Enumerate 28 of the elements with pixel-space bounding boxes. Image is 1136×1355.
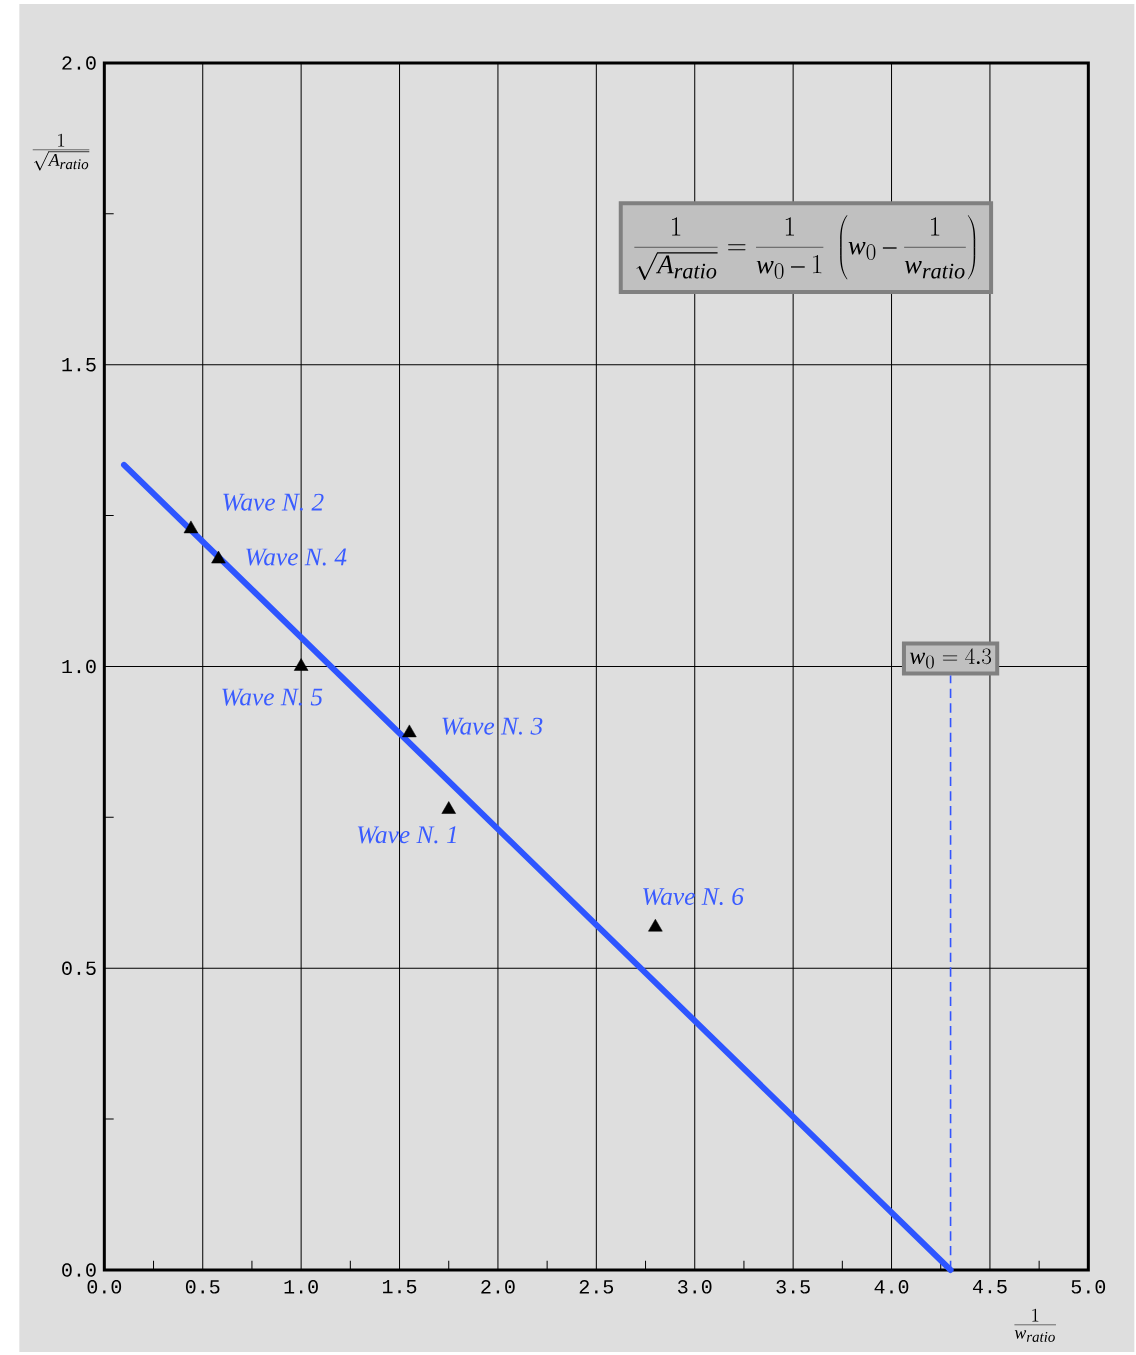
x-tick-label: 4.5 <box>972 1280 1007 1294</box>
annotation: Wave N. 4 <box>246 548 347 566</box>
x-tick-label: 2.5 <box>579 1280 613 1294</box>
point <box>402 724 417 738</box>
x-tick-label: 2.0 <box>481 1280 515 1294</box>
y-tick-label: 1.0 <box>62 659 96 674</box>
x-tick-label: 5.0 <box>1071 1280 1105 1294</box>
point <box>648 918 663 932</box>
y-tick-label: 1.5 <box>62 358 96 372</box>
y-tick-label: 2.0 <box>62 56 96 70</box>
x-tick-label: 1.0 <box>284 1280 318 1294</box>
x-axis-title: $\frac{1}{w_{ratio}}$ <box>1014 1308 1056 1342</box>
x-tick-label: 3.5 <box>776 1280 810 1294</box>
x-tick-label: 1.5 <box>382 1280 417 1294</box>
x-tick-label: 3.0 <box>677 1280 712 1294</box>
y-tick-label: 0.5 <box>62 961 96 976</box>
annotation: Wave N. 3 <box>442 717 543 735</box>
y-tick-label: 0.0 <box>62 1263 96 1277</box>
annotation: $\frac{1}{\sqrt{A_{ratio}}} = \frac{1}{w_0 - 1}\ \left(w_0 - \frac{1}{w_{ratio}}\right)$ <box>634 215 976 281</box>
point <box>211 550 226 564</box>
x-tick-label: 0.0 <box>87 1280 121 1294</box>
y-axis-title: $\frac{1}{\sqrt{A_{ratio}}}$ <box>32 133 90 171</box>
x-tick-label: 0.5 <box>185 1280 220 1294</box>
ref-line-label: $w_0 = 4.3$ <box>909 648 991 669</box>
point <box>183 520 198 534</box>
x-tick-label: 4.0 <box>874 1280 909 1294</box>
point <box>441 801 456 814</box>
point <box>293 658 309 671</box>
